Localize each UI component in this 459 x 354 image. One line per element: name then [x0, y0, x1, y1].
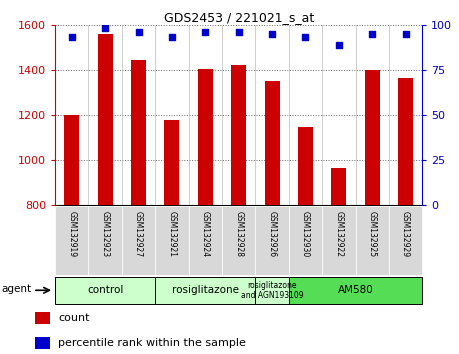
Bar: [64, 115, 79, 205]
FancyBboxPatch shape: [55, 206, 89, 275]
FancyBboxPatch shape: [389, 206, 422, 275]
Point: [168, 35, 176, 40]
Bar: [231, 65, 246, 205]
FancyBboxPatch shape: [289, 206, 322, 275]
Text: rosiglitazone
and AGN193109: rosiglitazone and AGN193109: [241, 281, 303, 300]
FancyBboxPatch shape: [89, 206, 122, 275]
Text: rosiglitazone: rosiglitazone: [172, 285, 239, 295]
Text: AM580: AM580: [338, 285, 373, 295]
Bar: [264, 81, 280, 205]
Point: [101, 25, 109, 31]
FancyBboxPatch shape: [155, 206, 189, 275]
Point: [335, 42, 342, 47]
Text: GSM132929: GSM132929: [401, 211, 410, 257]
FancyBboxPatch shape: [222, 206, 255, 275]
Point: [135, 29, 142, 35]
FancyBboxPatch shape: [255, 277, 289, 304]
Point: [369, 31, 376, 37]
FancyBboxPatch shape: [122, 206, 155, 275]
Point: [202, 29, 209, 35]
Bar: [298, 127, 313, 205]
Point: [269, 31, 276, 37]
FancyBboxPatch shape: [255, 206, 289, 275]
Text: GSM132921: GSM132921: [168, 211, 176, 257]
Bar: [35, 312, 50, 324]
Point: [68, 35, 75, 40]
Bar: [35, 337, 50, 349]
Text: GSM132919: GSM132919: [67, 211, 76, 257]
Bar: [198, 69, 213, 205]
Text: percentile rank within the sample: percentile rank within the sample: [58, 338, 246, 348]
Point: [235, 29, 242, 35]
Text: GSM132923: GSM132923: [101, 211, 110, 257]
Text: GSM132926: GSM132926: [268, 211, 277, 257]
Point: [302, 35, 309, 40]
Text: GSM132927: GSM132927: [134, 211, 143, 257]
Text: control: control: [87, 285, 123, 295]
Point: [402, 31, 409, 37]
Bar: [365, 70, 380, 205]
FancyBboxPatch shape: [322, 206, 356, 275]
Bar: [331, 168, 347, 205]
Text: GSM132925: GSM132925: [368, 211, 377, 257]
Bar: [131, 60, 146, 205]
Text: GSM132924: GSM132924: [201, 211, 210, 257]
Bar: [98, 34, 112, 205]
Bar: [164, 120, 179, 205]
Title: GDS2453 / 221021_s_at: GDS2453 / 221021_s_at: [163, 11, 314, 24]
FancyBboxPatch shape: [155, 277, 255, 304]
Bar: [398, 78, 413, 205]
Text: count: count: [58, 313, 90, 323]
FancyBboxPatch shape: [356, 206, 389, 275]
Text: GSM132922: GSM132922: [334, 211, 343, 257]
Text: agent: agent: [1, 284, 31, 294]
Text: GSM132928: GSM132928: [234, 211, 243, 257]
Text: GSM132930: GSM132930: [301, 211, 310, 257]
FancyBboxPatch shape: [289, 277, 422, 304]
FancyBboxPatch shape: [55, 277, 155, 304]
FancyBboxPatch shape: [189, 206, 222, 275]
